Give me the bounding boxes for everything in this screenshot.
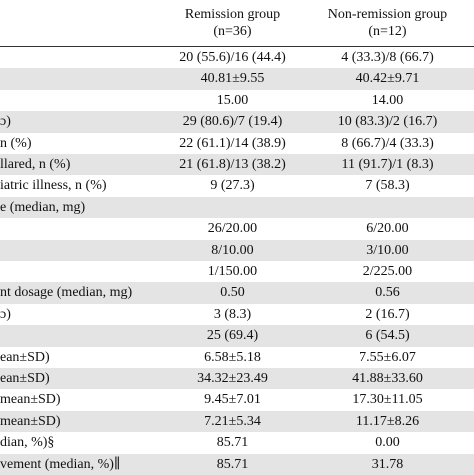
row-label: n (%) [0,135,32,151]
table-row: llared, n (%) 21 (61.8)/13 (38.2) 11 (91.7… [0,154,474,176]
remission-cell: 85.71 [216,435,249,451]
table-row: 1/150.00 2/225.00 [0,261,474,282]
remission-cell: 22 (61.1)/14 (38.9) [179,135,286,151]
non-remission-cell: 7 (58.3) [365,178,410,194]
table-row: ɔ) 3 (8.3) 2 (16.7) [0,304,474,325]
remission-cell: 20 (55.6)/16 (44.4) [179,50,286,65]
table-row: mean±SD) 7.21±5.34 11.17±8.26 [0,410,474,433]
non-remission-cell: 0.00 [375,435,400,451]
remission-cell: 34.32±23.49 [197,371,268,386]
non-remission-cell: 31.78 [371,456,404,472]
table-row: mean±SD) 9.45±7.01 17.30±11.05 [0,389,474,410]
header-text: (n=12) [368,24,407,39]
non-remission-cell: 40.42±9.71 [355,71,420,87]
non-remission-cell: 4 (33.3)/8 (66.7) [341,50,434,65]
row-label: ɔ) [0,306,11,322]
remission-cell: 9.45±7.01 [204,392,261,408]
non-remission-cell: 6/20.00 [366,221,409,237]
row-label: e (median, mg) [0,199,86,215]
table-row: iatric illness, n (%) 9 (27.3) 7 (58.3) [0,175,474,196]
remission-cell: 29 (80.6)/7 (19.4) [182,114,283,130]
non-remission-cell: 11 (91.7)/1 (8.3) [341,157,434,172]
header-cell: Non-remission group (n=12) [305,6,470,40]
row-label: ɔ) [0,114,11,130]
non-remission-cell: 0.56 [375,285,400,301]
non-remission-cell: 6 (54.5) [365,328,410,344]
table-row: 8/10.00 3/10.00 [0,239,474,261]
row-label: ean±SD) [0,371,50,386]
remission-cell: 3 (8.3) [213,306,252,322]
table-row: 15.00 14.00 [0,90,474,111]
table-row: 25 (69.4) 6 (54.5) [0,325,474,347]
table-row: ean±SD) 34.32±23.49 41.88±33.60 [0,368,474,390]
row-label: mean±SD) [0,392,61,408]
table-header: Remission group (n=36) Non-remission gro… [0,0,474,47]
remission-cell: 1/150.00 [207,264,258,279]
non-remission-cell: 3/10.00 [366,242,409,258]
remission-cell: 7.21±5.34 [204,413,261,429]
row-label: dian, %)§ [0,435,55,451]
non-remission-cell: 8 (66.7)/4 (33.3) [341,135,434,151]
remission-cell: 0.50 [220,285,245,301]
remission-cell: 85.71 [216,456,249,472]
non-remission-cell: 11.17±8.26 [355,413,420,429]
remission-cell: 6.58±5.18 [204,349,261,365]
remission-cell: 15.00 [216,92,249,108]
header-cell: Remission group (n=36) [150,6,315,40]
header-text: (n=36) [213,24,252,39]
non-remission-cell: 2/225.00 [362,264,413,279]
header-text: Non-remission group [327,7,448,22]
remission-cell: 40.81±9.55 [200,71,265,87]
remission-cell: 8/10.00 [211,242,254,258]
table-row: 26/20.00 6/20.00 [0,218,474,239]
non-remission-cell: 2 (16.7) [365,306,410,322]
row-label: llared, n (%) [0,157,71,172]
remission-cell: 26/20.00 [207,221,258,237]
table-row: 20 (55.6)/16 (44.4) 4 (33.3)/8 (66.7) [0,47,474,68]
row-label: iatric illness, n (%) [0,178,107,194]
row-label: mean±SD) [0,413,61,429]
non-remission-cell: 17.30±11.05 [352,392,423,408]
non-remission-cell: 7.55±6.07 [359,349,416,365]
remission-cell: 25 (69.4) [206,328,259,344]
remission-cell: 21 (61.8)/13 (38.2) [179,157,286,172]
row-label: ean±SD) [0,349,50,365]
remission-cell: 9 (27.3) [210,178,255,194]
table-row: 40.81±9.55 40.42±9.71 [0,68,474,90]
row-label: vement (median, %)∥ [0,456,121,472]
table-row: ean±SD) 6.58±5.18 7.55±6.07 [0,347,474,368]
non-remission-cell: 14.00 [371,92,404,108]
table-row: dian, %)§ 85.71 0.00 [0,432,474,453]
row-label: nt dosage (median, mg) [0,285,133,301]
table-row: vement (median, %)∥ 85.71 31.78 [0,453,474,475]
table-row: nt dosage (median, mg) 0.50 0.56 [0,282,474,304]
non-remission-cell: 41.88±33.60 [352,371,423,386]
non-remission-cell: 10 (83.3)/2 (16.7) [337,114,438,130]
table-row: e (median, mg) [0,196,474,219]
table-row: ɔ) 29 (80.6)/7 (19.4) 10 (83.3)/2 (16.7) [0,111,474,133]
table-row: n (%) 22 (61.1)/14 (38.9) 8 (66.7)/4 (33.3… [0,133,474,154]
header-text: Remission group [184,7,281,22]
